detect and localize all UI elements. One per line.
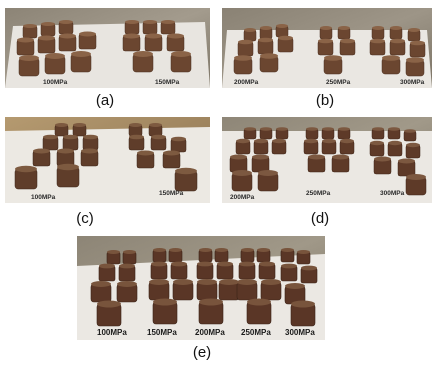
panel-caption-d: (d): [310, 210, 330, 227]
photo-panel-e: 100MPa 150MPa 200MPa 250MPa 300MPa: [77, 236, 325, 340]
pressure-label: 300MPa: [285, 328, 315, 337]
pressure-label: 150MPa: [159, 190, 184, 197]
photo-panel-a: 100MPa 150MPa: [5, 8, 210, 88]
pressure-label: 150MPa: [155, 79, 180, 86]
panel-caption-e: (e): [192, 344, 212, 361]
pressure-label: 300MPa: [380, 190, 405, 197]
photo-panel-b: 200MPa 250MPa 300MPa: [222, 8, 432, 88]
sample-group-100mpa-a: [16, 20, 97, 77]
pressure-label: 150MPa: [147, 328, 177, 337]
sample-group-150mpa-a: [122, 20, 192, 73]
pressure-label: 100MPa: [31, 194, 56, 201]
panel-caption-b: (b): [315, 92, 335, 109]
pressure-label: 200MPa: [230, 194, 255, 201]
pressure-label: 300MPa: [400, 79, 425, 86]
pressure-label: 200MPa: [234, 79, 259, 86]
panel-caption-a: (a): [95, 92, 115, 109]
pressure-label: 200MPa: [195, 328, 225, 337]
pressure-label: 250MPa: [241, 328, 271, 337]
pressure-label: 100MPa: [43, 79, 68, 86]
pressure-label: 250MPa: [306, 190, 331, 197]
pressure-label: 250MPa: [326, 79, 351, 86]
photo-panel-d: 200MPa 250MPa 300MPa: [222, 117, 432, 203]
panel-caption-c: (c): [76, 210, 94, 227]
pressure-label: 100MPa: [97, 328, 127, 337]
photo-panel-c: 100MPa 150MPa: [5, 117, 210, 203]
